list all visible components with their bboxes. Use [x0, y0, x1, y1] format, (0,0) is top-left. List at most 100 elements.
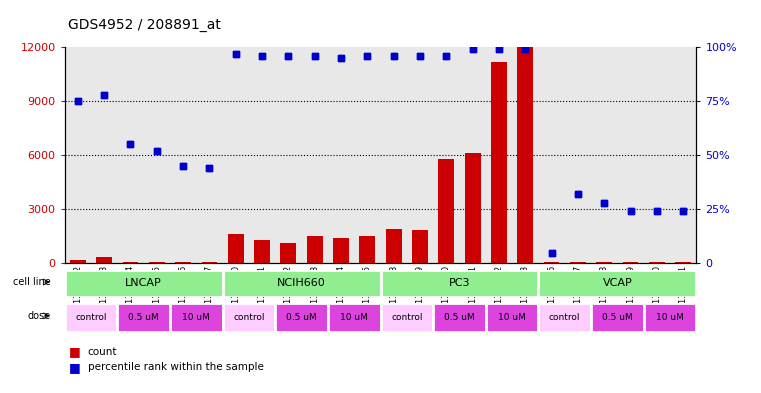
Point [309, 53, 321, 59]
Bar [275, 47, 301, 263]
Point [651, 208, 663, 215]
Point [98, 92, 110, 98]
Bar [486, 303, 539, 332]
Bar [433, 47, 460, 263]
Point [335, 55, 347, 61]
Bar [328, 47, 354, 263]
Bar [380, 270, 539, 297]
Bar [539, 47, 565, 263]
Bar [228, 235, 244, 263]
Bar [275, 47, 301, 263]
Bar [96, 257, 112, 263]
Bar [670, 47, 696, 263]
Point [440, 53, 452, 59]
Text: 0.5 uM: 0.5 uM [444, 313, 475, 322]
Bar [380, 47, 407, 263]
Bar [354, 47, 380, 263]
Point [361, 53, 374, 59]
Bar [175, 262, 191, 263]
Text: cell line: cell line [13, 277, 50, 287]
Bar [438, 159, 454, 263]
Text: control: control [233, 313, 265, 322]
Text: control: control [75, 313, 107, 322]
Bar [91, 47, 117, 263]
Text: VCAP: VCAP [603, 278, 632, 288]
Bar [486, 47, 512, 263]
Point [572, 191, 584, 197]
Bar [65, 47, 91, 263]
Bar [307, 236, 323, 263]
Point [256, 53, 268, 59]
Point [677, 208, 689, 215]
Bar [407, 47, 433, 263]
Point [572, 191, 584, 197]
Point [151, 148, 163, 154]
Bar [644, 47, 670, 263]
Bar [65, 47, 91, 263]
Bar [539, 47, 565, 263]
Bar [301, 47, 328, 263]
Point [177, 163, 189, 169]
Point [230, 50, 242, 57]
Point [466, 46, 479, 52]
Bar [386, 229, 402, 263]
Point [598, 200, 610, 206]
Point [230, 50, 242, 57]
Text: 10 uM: 10 uM [656, 313, 684, 322]
Bar [223, 270, 380, 297]
Bar [591, 303, 644, 332]
Point [440, 53, 452, 59]
Bar [170, 303, 223, 332]
Bar [512, 47, 539, 263]
Text: 10 uM: 10 uM [498, 313, 526, 322]
Bar [223, 47, 249, 263]
Text: count: count [88, 347, 117, 357]
Point [677, 208, 689, 215]
Bar [644, 303, 696, 332]
Point [335, 55, 347, 61]
Bar [96, 257, 112, 263]
Bar [644, 47, 670, 263]
Bar [333, 238, 349, 263]
Point [203, 165, 215, 171]
Point [387, 53, 400, 59]
Bar [565, 47, 591, 263]
Bar [460, 47, 486, 263]
Point [124, 141, 136, 147]
Bar [359, 236, 375, 263]
Bar [170, 47, 196, 263]
Bar [149, 262, 164, 263]
Bar [465, 153, 480, 263]
Bar [386, 229, 402, 263]
Bar [70, 260, 86, 263]
Point [546, 249, 558, 255]
Bar [223, 303, 275, 332]
Text: 0.5 uM: 0.5 uM [602, 313, 632, 322]
Text: 0.5 uM: 0.5 uM [286, 313, 317, 322]
Bar [438, 159, 454, 263]
Bar [275, 303, 328, 332]
Point [256, 53, 268, 59]
Point [466, 46, 479, 52]
Bar [543, 262, 559, 263]
Bar [460, 47, 486, 263]
Text: control: control [391, 313, 422, 322]
Bar [539, 303, 591, 332]
Bar [517, 47, 533, 263]
Bar [281, 244, 296, 263]
Bar [175, 262, 191, 263]
Point [282, 53, 295, 59]
Bar [254, 240, 270, 263]
Point [203, 165, 215, 171]
Bar [433, 47, 460, 263]
Point [282, 53, 295, 59]
Bar [223, 47, 249, 263]
Point [519, 46, 531, 52]
Text: NCIH660: NCIH660 [277, 278, 326, 288]
Text: ■: ■ [68, 361, 80, 374]
Bar [254, 240, 270, 263]
Bar [380, 47, 407, 263]
Bar [670, 47, 696, 263]
Text: control: control [549, 313, 581, 322]
Bar [491, 62, 507, 263]
